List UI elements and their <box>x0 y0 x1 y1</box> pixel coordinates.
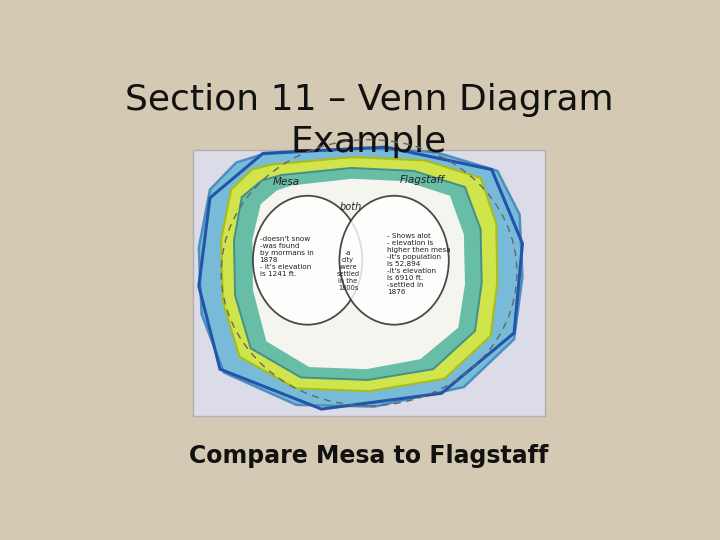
Text: Compare Mesa to Flagstaff: Compare Mesa to Flagstaff <box>189 444 549 468</box>
Polygon shape <box>199 148 523 407</box>
FancyBboxPatch shape <box>193 150 545 416</box>
Polygon shape <box>221 157 498 391</box>
Text: Mesa: Mesa <box>273 177 300 187</box>
Ellipse shape <box>339 196 449 325</box>
Text: Flagstaff: Flagstaff <box>400 176 444 185</box>
Text: -doesn't snow
-was found
by mormans in
1878
- it's elevation
is 1241 ft.: -doesn't snow -was found by mormans in 1… <box>259 235 313 276</box>
Ellipse shape <box>253 196 362 325</box>
Polygon shape <box>253 179 465 369</box>
Text: -a
city
-were
settled
in the
1800s: -a city -were settled in the 1800s <box>336 250 359 291</box>
Polygon shape <box>234 168 482 380</box>
Text: Section 11 – Venn Diagram
Example: Section 11 – Venn Diagram Example <box>125 83 613 159</box>
Text: - Shows alot
- elevation is
higher then mesa
-it's population
is 52,894
-it's el: - Shows alot - elevation is higher then … <box>387 233 451 295</box>
Text: both: both <box>340 202 362 212</box>
